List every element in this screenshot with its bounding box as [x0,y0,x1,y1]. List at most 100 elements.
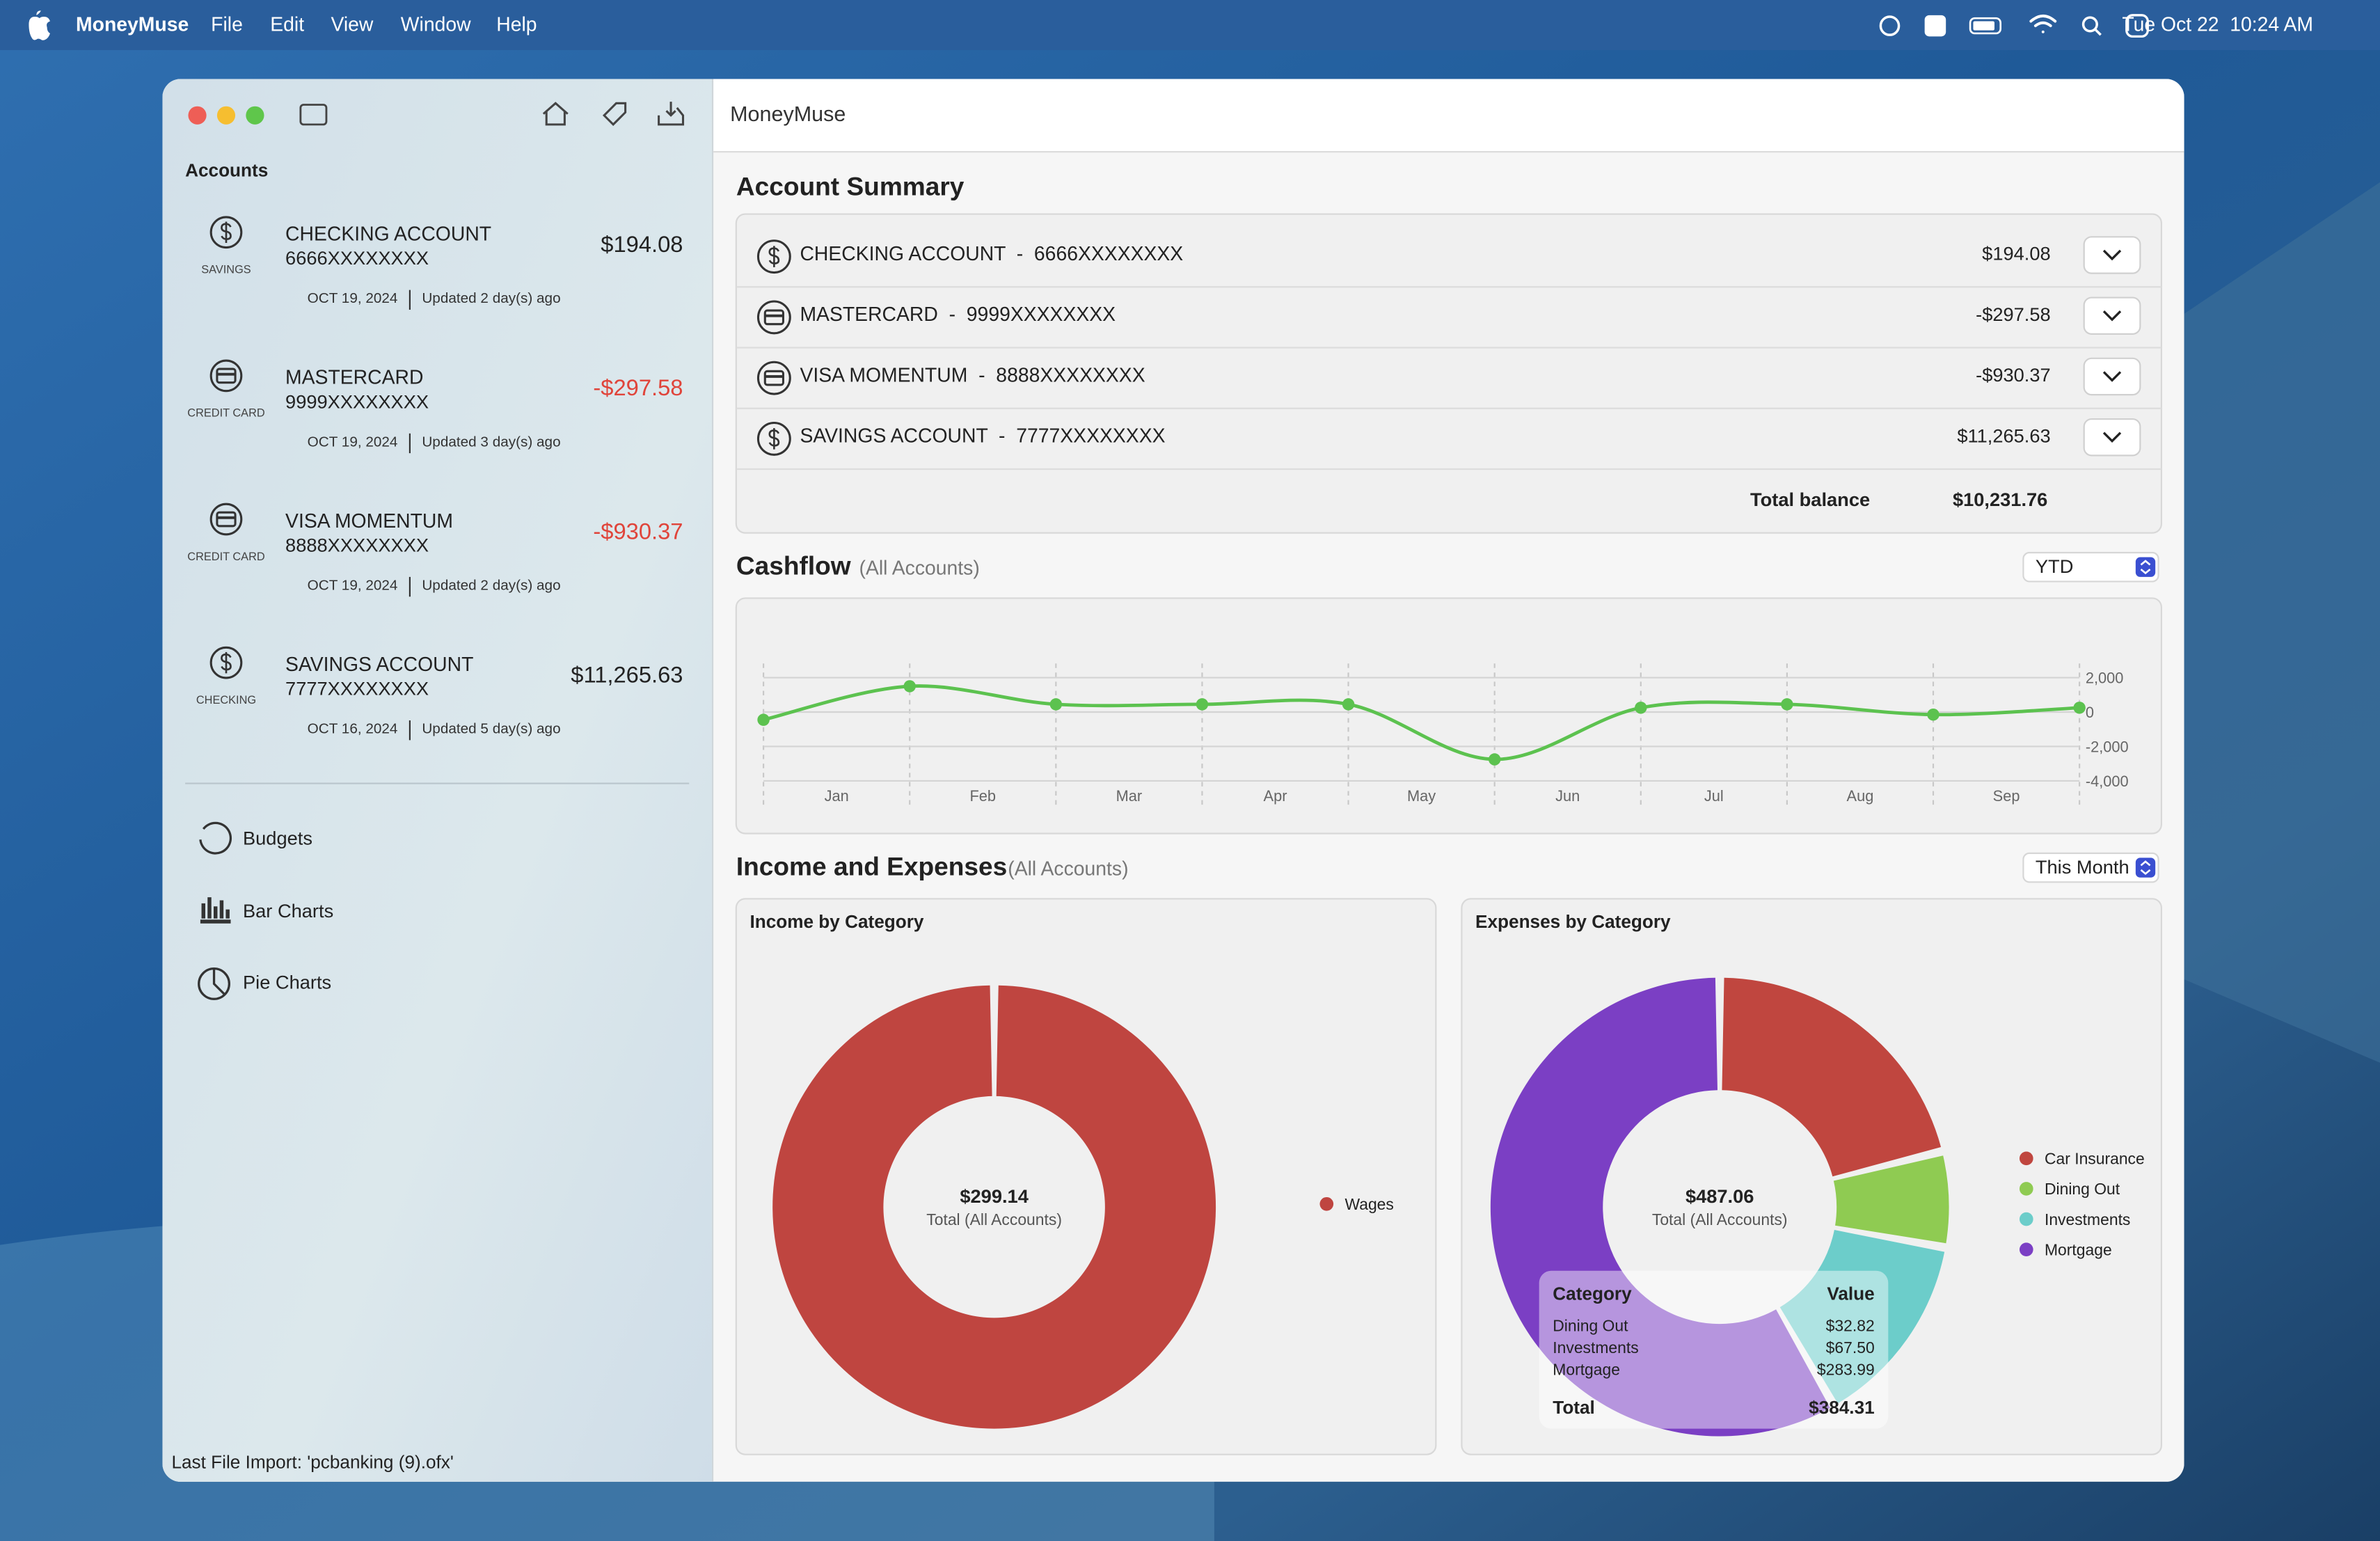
sidebar-toggle[interactable] [299,104,328,126]
cashflow-point[interactable] [1342,698,1355,711]
period-select[interactable] [2022,852,2159,883]
expand-button[interactable] [2083,418,2141,457]
section-heading: Account Summary [736,171,965,200]
tooltip-category: Mortgage [1553,1361,1620,1379]
summary-account[interactable]: CHECKING ACCOUNT - 6666XXXXXXXX [800,243,1183,265]
sidebar-heading: Accounts [185,159,268,180]
cashflow-point[interactable] [1635,702,1647,714]
account-date: OCT 16, 2024 [308,721,398,737]
account-updated: Updated 2 day(s) ago [422,290,560,306]
summary-account[interactable]: SAVINGS ACCOUNT - 7777XXXXXXXX [800,425,1165,448]
account-number: 6666XXXXXXXX [285,247,429,269]
account-icon [756,421,791,456]
cashflow-point[interactable] [1781,698,1793,711]
tooltip [1539,1270,1889,1429]
account-icon [209,359,243,393]
donut-slice[interactable] [1833,1155,1949,1244]
cashflow-point[interactable] [1049,698,1063,711]
window-control[interactable] [246,106,264,125]
donut-total-label: Total (All Accounts) [926,1210,1062,1228]
control-center-icon[interactable] [2125,14,2149,38]
legend-label[interactable]: Car Insurance [2045,1150,2145,1168]
account-date: OCT 19, 2024 [308,434,398,450]
apple-logo[interactable] [29,10,50,40]
section-scope: (All Accounts) [859,557,980,579]
nav-item[interactable]: Bar Charts [243,900,333,922]
account-name[interactable]: CHECKING ACCOUNT [285,223,491,246]
expand-button[interactable] [2083,236,2141,274]
legend-label[interactable]: Dining Out [2045,1180,2120,1198]
expand-button[interactable] [2083,297,2141,335]
tooltip-header: Value [1827,1283,1874,1304]
account-name[interactable]: MASTERCARD [285,367,423,389]
battery-icon[interactable] [1969,17,2002,35]
legend-label[interactable]: Wages [1344,1195,1393,1213]
summary-account[interactable]: MASTERCARD - 9999XXXXXXXX [800,303,1116,326]
account-balance: -$297.58 [593,374,683,400]
x-tick-label: Mar [1116,787,1143,805]
account-date: OCT 19, 2024 [308,577,398,593]
tag-button[interactable] [602,102,627,127]
account-name[interactable]: VISA MOMENTUM [285,510,453,532]
nav-item[interactable]: Budgets [243,827,312,848]
menu-app[interactable]: MoneyMuse [76,14,189,36]
summary-account[interactable]: VISA MOMENTUM - 8888XXXXXXXX [800,364,1145,386]
window-control[interactable] [188,106,207,125]
import-button[interactable] [658,102,685,126]
section-scope: (All Accounts) [1008,858,1128,880]
x-tick-label: Jun [1555,787,1580,805]
account-icon [209,503,243,536]
legend-label[interactable]: Mortgage [2045,1240,2112,1258]
menubar-clock[interactable]: Tue Oct 22 10:24 AM [2122,14,2313,36]
select-stepper-arrows [2140,860,2151,876]
account-icon-glyph [221,651,232,674]
period-select[interactable] [2022,551,2159,583]
cashflow-point[interactable] [2073,702,2086,714]
search-icon[interactable] [2081,16,2098,33]
account-name[interactable]: SAVINGS ACCOUNT [285,654,473,676]
donut-slice[interactable] [1779,1230,1945,1404]
chart-panel [735,597,2163,835]
cashflow-point[interactable] [757,713,770,726]
budgets-icon [199,821,232,855]
summary-balance: $194.08 [1982,243,2051,264]
donut-slice[interactable] [1490,977,1830,1437]
home-button[interactable] [542,102,569,126]
account-icon [756,300,791,335]
expand-chevron [2102,371,2122,382]
cashflow-point[interactable] [1196,698,1209,711]
menu-item[interactable]: File [211,14,243,36]
cashflow-point[interactable] [903,680,916,693]
nav-item[interactable]: Pie Charts [243,972,331,993]
menu-item[interactable]: View [331,14,373,36]
summary-balance: -$930.37 [1976,364,2051,386]
menu-item[interactable]: Window [401,14,471,36]
tooltip-value: $283.99 [1817,1361,1875,1379]
donut-slice[interactable] [772,985,1216,1429]
section-heading: Income and Expenses [736,851,1007,880]
legend-label[interactable]: Investments [2045,1210,2130,1228]
cashflow-point[interactable] [1488,753,1501,766]
cashflow-point[interactable] [1927,709,1939,721]
tooltip-category: Investments [1553,1338,1638,1357]
account-number: 9999XXXXXXXX [285,390,429,412]
menu-item[interactable]: Edit [270,14,304,36]
legend-swatch [2019,1212,2033,1226]
battery-level [1973,21,1994,31]
chart-title: Income by Category [749,911,923,932]
select-stepper [2135,858,2156,878]
account-type: SAVINGS [201,264,251,276]
status-icon[interactable] [1879,15,1901,36]
account-number: 7777XXXXXXXX [285,678,429,700]
tooltip-value: $32.82 [1826,1316,1875,1334]
wifi-icon[interactable] [2029,14,2057,33]
menu-item[interactable]: Help [496,14,537,36]
window-control[interactable] [216,106,236,125]
expand-button[interactable] [2083,357,2141,396]
account-balance: $11,265.63 [571,661,683,687]
account-type: CREDIT CARD [187,407,265,420]
donut-slice[interactable] [1722,977,1942,1177]
status-icon[interactable] [1924,15,1946,37]
account-type: CHECKING [196,694,256,706]
account-icon-glyph [763,309,784,326]
